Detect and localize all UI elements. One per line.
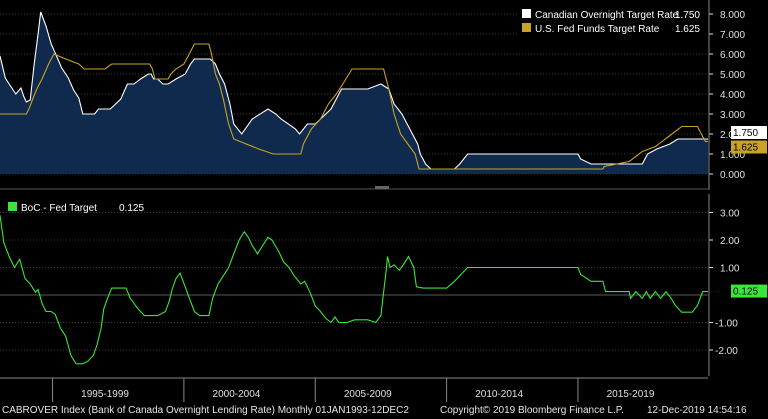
chart-canvas: 8.0007.0006.0005.0004.0003.0002.0001.000… [0, 0, 767, 402]
legend-swatch [522, 23, 531, 32]
y-tick-label: 0.000 [720, 170, 745, 181]
y-tick-label: 3.00 [720, 209, 740, 220]
last-value-label: 1.625 [733, 143, 758, 154]
legend-series-name: U.S. Fed Funds Target Rate [535, 24, 660, 35]
y-tick-label: 1.00 [720, 264, 740, 275]
last-value-tag [731, 140, 767, 154]
legend-series-value: 0.125 [119, 203, 144, 214]
spread-panel: 3.00 2.00 1.00 -1.00 -2.00 0.125 BoC - Fed Tar… [0, 194, 767, 376]
last-value-tag [731, 284, 767, 298]
series-line [0, 215, 708, 365]
rates-panel: 8.0007.0006.0005.0004.0003.0002.0001.000… [0, 0, 767, 190]
last-value-tag [731, 126, 767, 139]
x-tick-label: 2015-2019 [607, 389, 655, 400]
x-tick-label: 2010-2014 [475, 389, 523, 400]
footer-timestamp: 12-Dec-2019 14:54:16 [647, 405, 747, 416]
y-tick-label: 3.000 [720, 110, 745, 121]
series-line [0, 43, 708, 170]
y-tick-label: 7.000 [720, 30, 745, 41]
y-tick-label: 8.000 [720, 10, 745, 21]
y-tick-label: 5.000 [720, 70, 745, 81]
y-tick-label: 2.00 [720, 236, 740, 247]
y-tick-label: 6.000 [720, 50, 745, 61]
footer-index-description: CABROVER Index (Bank of Canada Overnight… [2, 405, 409, 416]
legend-swatch [522, 9, 531, 18]
y-tick-label: -2.00 [715, 346, 738, 357]
last-value-label: 0.125 [733, 287, 758, 298]
last-value-label: 1.750 [733, 128, 758, 139]
legend-series-value: 1.750 [675, 10, 700, 21]
footer-copyright: Copyright© 2019 Bloomberg Finance L.P. [440, 405, 624, 416]
legend-series-name: BoC - Fed Target [21, 203, 97, 214]
x-axis: 1995-1999 2000-2004 2005-2009 2010-2014 2015… [0, 186, 708, 402]
legend-series-name: Canadian Overnight Target Rate [535, 10, 679, 21]
series-area-fill [0, 12, 708, 174]
legend-series-value: 1.625 [675, 24, 700, 35]
footer-bar: CABROVER Index (Bank of Canada Overnight… [0, 405, 768, 419]
y-tick-label: 1.000 [720, 150, 745, 161]
y-tick-label: 4.000 [720, 90, 745, 101]
legend-swatch [8, 202, 17, 211]
x-tick-label: 1995-1999 [81, 389, 129, 400]
panel-splitter-handle [375, 186, 389, 189]
x-tick-label: 2005-2009 [344, 389, 392, 400]
y-tick-label: -1.00 [715, 319, 738, 330]
legend-box [518, 5, 708, 37]
x-tick-label: 2000-2004 [213, 389, 261, 400]
